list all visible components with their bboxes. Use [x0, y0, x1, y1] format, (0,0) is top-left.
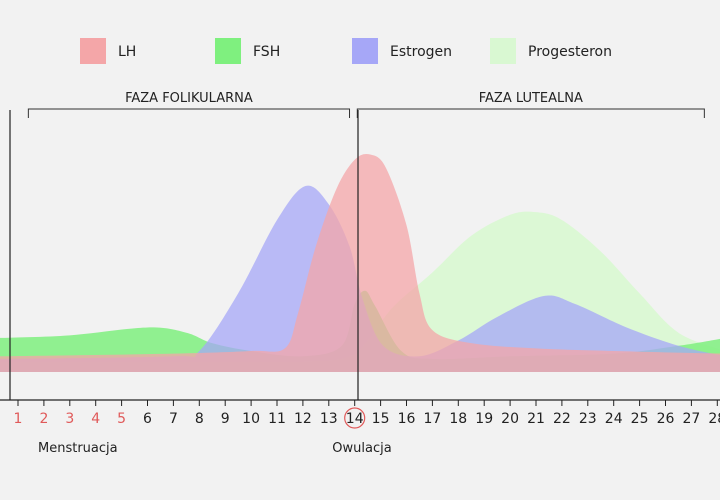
x-tick-label-21: 21 [527, 411, 545, 427]
legend-swatch-lh [80, 38, 106, 64]
legend-label-estrogen: Estrogen [390, 44, 452, 60]
legend-label-fsh: FSH [253, 44, 280, 60]
x-tick-label-4: 4 [91, 411, 100, 427]
x-tick-label-3: 3 [65, 411, 74, 427]
x-tick-label-15: 15 [372, 411, 390, 427]
x-tick-label-2: 2 [39, 411, 48, 427]
x-tick-label-13: 13 [320, 411, 338, 427]
legend-swatch-fsh [215, 38, 241, 64]
x-tick-label-23: 23 [579, 411, 597, 427]
x-tick-label-1: 1 [14, 411, 23, 427]
x-tick-label-27: 27 [682, 411, 700, 427]
x-tick-label-24: 24 [605, 411, 623, 427]
x-tick-label-10: 10 [242, 411, 260, 427]
x-tick-label-8: 8 [195, 411, 204, 427]
legend-label-lh: LH [118, 44, 136, 60]
x-tick-label-25: 25 [631, 411, 649, 427]
x-tick-label-18: 18 [449, 411, 467, 427]
x-tick-label-19: 19 [475, 411, 493, 427]
x-tick-label-7: 7 [169, 411, 178, 427]
x-tick-label-17: 17 [423, 411, 441, 427]
series-area-lh [0, 154, 720, 372]
phase-label-2: FAZA LUTEALNA [479, 91, 583, 106]
phase-label-1: FAZA FOLIKULARNA [125, 91, 253, 106]
x-tick-label-14: 14 [346, 411, 364, 427]
legend-label-progesteron: Progesteron [528, 44, 612, 60]
x-tick-label-11: 11 [268, 411, 286, 427]
x-tick-label-20: 20 [501, 411, 519, 427]
phase-bracket-2 [356, 108, 705, 118]
series-area-estrogen [0, 185, 720, 372]
x-tick-label-26: 26 [657, 411, 675, 427]
phase-bracket-1 [27, 108, 351, 118]
x-tick-label-9: 9 [221, 411, 230, 427]
annotation-menstruation: Menstruacja [38, 441, 118, 456]
x-tick-label-12: 12 [294, 411, 312, 427]
x-tick-label-22: 22 [553, 411, 571, 427]
legend-swatch-estrogen [352, 38, 378, 64]
x-tick-label-28: 28 [708, 411, 720, 427]
ovulation-day-circle [344, 407, 366, 429]
x-tick-label-6: 6 [143, 411, 152, 427]
x-tick-label-5: 5 [117, 411, 126, 427]
annotation-ovulation: Owulacja [332, 441, 391, 456]
legend-swatch-progesteron [490, 38, 516, 64]
x-tick-label-16: 16 [398, 411, 416, 427]
